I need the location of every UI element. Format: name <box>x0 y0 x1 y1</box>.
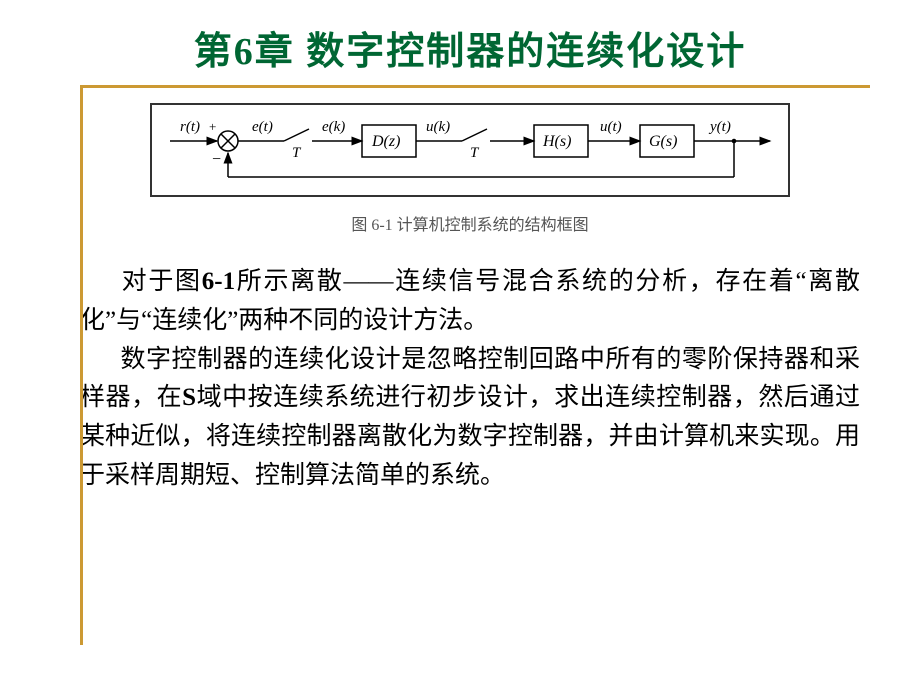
signal-rt-label: r(t) <box>180 119 200 135</box>
p1-num: 6-1 <box>202 268 235 295</box>
block-Dz-label: D(z) <box>371 133 400 150</box>
block-diagram-svg: r(t) + − e(t) T e(k) D(z) u <box>162 111 778 189</box>
slide: 第6章 数字控制器的连续化设计 r(t) + − <box>0 0 920 690</box>
accent-horizontal-line <box>80 85 870 88</box>
sampler1-T-label: T <box>292 145 302 161</box>
paragraph-2: 数字控制器的连续化设计是忽略控制回路中所有的零阶保持器和采样器，在S域中按连续系… <box>80 341 860 496</box>
signal-ut-label: u(t) <box>600 119 622 135</box>
signal-ek-label: e(k) <box>322 119 345 135</box>
signal-yt-label: y(t) <box>708 119 731 135</box>
paragraph-1: 对于图6-1所示离散——连续信号混合系统的分析，存在着“离散化”与“连续化”两种… <box>80 263 860 341</box>
page-title: 第6章 数字控制器的连续化设计 <box>80 20 860 75</box>
sampler2-T-label: T <box>470 145 480 161</box>
diagram-caption: 图 6-1 计算机控制系统的结构框图 <box>80 211 860 235</box>
sum-minus-label: − <box>212 151 221 168</box>
p2-text-b: 域中按连续系统进行初步设计，求出连续控制器，然后通过某种近似，将连续控制器离散化… <box>80 384 860 489</box>
block-Gs-label: G(s) <box>649 133 677 150</box>
signal-uk-label: u(k) <box>426 119 450 135</box>
p1-text-a: 对于图 <box>120 268 202 295</box>
p2-S: S <box>182 384 196 411</box>
block-Hs-label: H(s) <box>542 133 571 150</box>
sum-plus-label: + <box>209 119 216 134</box>
signal-et-label: e(t) <box>252 119 273 135</box>
block-diagram-frame: r(t) + − e(t) T e(k) D(z) u <box>150 103 790 197</box>
accent-vertical-line <box>80 85 83 645</box>
